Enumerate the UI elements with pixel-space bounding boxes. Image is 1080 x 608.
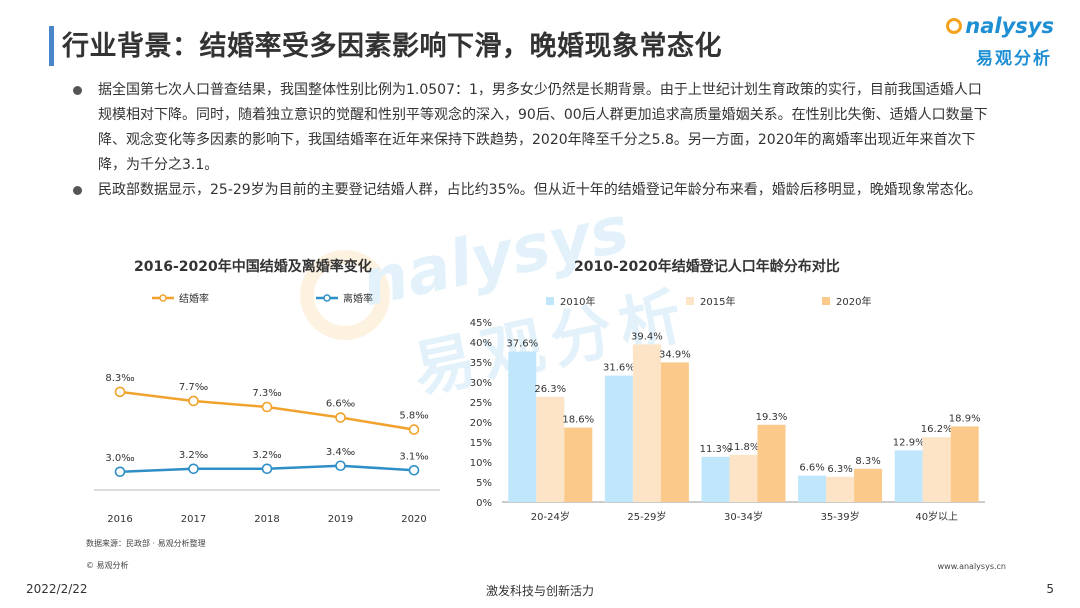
y-tick-label: 35% (470, 358, 492, 369)
data-label: 6.6‰ (326, 399, 355, 410)
data-source: 数据来源：民政部 · 易观分析整理 (86, 539, 206, 548)
data-label: 34.9% (659, 349, 691, 360)
line-chart-title: 2016-2020年中国结婚及离婚率变化 (134, 259, 372, 275)
legend-label: 离婚率 (343, 292, 373, 305)
bullet-item: 据全国第七次人口普查结果，我国整体性别比例为1.0507：1，男多女少仍然是长期… (72, 78, 992, 178)
logo-text-cn: 易观分析 (976, 49, 1052, 69)
bar (826, 476, 855, 502)
bar (701, 456, 730, 502)
x-tick-label: 30-34岁 (724, 510, 763, 523)
data-point (188, 395, 199, 407)
data-point (114, 386, 126, 398)
bar (922, 437, 951, 502)
data-point (188, 463, 199, 475)
title-accent-bar (49, 26, 54, 66)
data-label: 26.3% (534, 384, 566, 395)
data-point (261, 401, 273, 413)
data-label: 6.6% (799, 463, 824, 474)
x-tick-label: 25-29岁 (627, 510, 666, 523)
y-tick-label: 0% (476, 498, 492, 509)
data-label: 6.3% (827, 464, 852, 475)
data-label: 3.2‰ (179, 450, 208, 461)
logo-ring-icon (946, 18, 962, 34)
x-tick-label: 20-24岁 (531, 510, 570, 523)
x-tick-label: 2016 (107, 514, 132, 525)
legend-label: 2010年 (560, 295, 595, 308)
data-point (261, 463, 273, 475)
legend-swatch-2020年 (822, 297, 830, 305)
bar (564, 427, 593, 502)
data-label: 3.2‰ (252, 450, 281, 461)
y-tick-label: 10% (470, 458, 492, 469)
bar (536, 396, 565, 502)
data-point (408, 424, 420, 435)
data-label: 18.9% (949, 413, 981, 424)
x-tick-label: 35-39岁 (821, 510, 860, 523)
bar-chart: 2010年 2015年 2020年 0% 5% 10% 15% 20% 25% 30% 35% 40%… (470, 295, 985, 523)
bar-chart-title: 2010-2020年结婚登记人口年龄分布对比 (574, 259, 840, 275)
y-tick-label: 15% (470, 438, 492, 449)
data-label: 3.1‰ (399, 451, 428, 462)
bar (950, 426, 979, 502)
legend-swatch-2015年 (686, 297, 694, 305)
logo-text-en: nalysys (965, 14, 1054, 38)
bar (854, 468, 883, 502)
data-label: 11.8% (728, 442, 760, 453)
legend-label: 2015年 (700, 295, 735, 308)
x-tick-label: 2018 (254, 514, 279, 525)
copyright: © 易观分析 (86, 561, 129, 570)
line-chart: 结婚率 离婚率 8.3‰ 7.7‰ 7.3‰ 6.6‰ 5.8‰ 3.0‰ 3.2‰ 3.2‰ 3.… (94, 292, 440, 525)
data-label: 7.3‰ (252, 388, 281, 399)
bar (632, 344, 661, 502)
footer-slogan: 激发科技与创新活力 (485, 584, 594, 598)
data-point (114, 466, 126, 478)
data-label: 19.3% (756, 412, 788, 423)
brand-logo: nalysys 易观分析 (944, 14, 1054, 70)
y-tick-label: 30% (470, 378, 492, 389)
y-tick-label: 45% (470, 318, 492, 329)
page-title: 行业背景：结婚率受多因素影响下滑，晚婚现象常态化 (62, 31, 722, 62)
x-tick-label: 2020 (401, 514, 426, 525)
data-label: 8.3‰ (105, 373, 134, 384)
data-label: 3.4‰ (326, 447, 355, 458)
data-label: 12.9% (893, 437, 925, 448)
data-label: 5.8‰ (399, 411, 428, 422)
x-tick-label: 2019 (328, 514, 353, 525)
y-tick-label: 5% (476, 478, 492, 489)
y-tick-label: 20% (470, 418, 492, 429)
data-label: 16.2% (921, 424, 953, 435)
data-label: 39.4% (631, 331, 663, 342)
bullet-item: 民政部数据显示，25-29岁为目前的主要登记结婚人群，占比约35%。但从近十年的… (72, 178, 992, 203)
legend-marker-离婚率 (323, 294, 331, 302)
data-label: 11.3% (700, 444, 732, 455)
data-point (335, 460, 346, 472)
data-label: 37.6% (506, 339, 538, 350)
bar (508, 351, 537, 502)
legend-marker-结婚率 (159, 294, 167, 302)
x-tick-label: 2017 (181, 514, 206, 525)
footer-date: 2022/2/22 (26, 582, 88, 596)
bullet-list: 据全国第七次人口普查结果，我国整体性别比例为1.0507：1，男多女少仍然是长期… (72, 78, 992, 203)
y-tick-label: 40% (470, 338, 492, 349)
data-label: 3.0‰ (105, 453, 134, 464)
data-label: 18.6% (562, 415, 594, 426)
page-number: 5 (1046, 582, 1054, 596)
data-point (408, 464, 420, 476)
bar (660, 362, 689, 502)
bar (798, 475, 827, 502)
legend-label: 结婚率 (179, 292, 209, 305)
bar (604, 375, 633, 502)
legend-swatch-2010年 (546, 297, 554, 305)
bar (894, 450, 923, 502)
website-link[interactable]: www.analysys.cn (937, 562, 1006, 571)
bar (757, 424, 786, 502)
legend-label: 2020年 (836, 295, 871, 308)
data-point (335, 412, 346, 423)
y-tick-label: 25% (470, 398, 492, 409)
data-label: 8.3% (855, 456, 880, 467)
x-tick-label: 40岁以上 (915, 510, 958, 523)
data-label: 31.6% (603, 363, 635, 374)
data-label: 7.7‰ (179, 382, 208, 393)
bar (729, 454, 758, 502)
